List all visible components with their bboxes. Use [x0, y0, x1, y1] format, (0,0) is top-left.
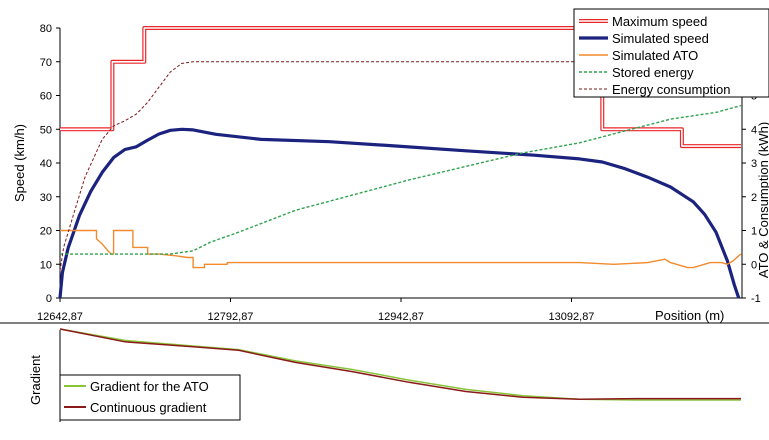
gradient-panel: Gradient Gradient for the ATO Continuous … [28, 328, 741, 422]
y2-tick-label: 2 [751, 192, 757, 204]
series-line-continuous-gradient [59, 328, 741, 401]
legend-label-gradient-for-the-ato: Gradient for the ATO [90, 379, 209, 394]
top-series-group [58, 26, 742, 299]
y-tick-label: 80 [40, 23, 52, 35]
series-line-energy-consumption [59, 61, 741, 272]
y-tick-label: 40 [40, 158, 52, 170]
x-axis-label: Position (m) [655, 308, 724, 323]
bottom-legend: Gradient for the ATO Continuous gradient [59, 374, 241, 421]
top-legend: Maximum speed Simulated speed Simulated AT… [573, 8, 769, 98]
legend-label-maximum-speed: Maximum speed [612, 14, 707, 29]
bottom-series-group [59, 328, 741, 401]
x-tick-label: 13092,87 [549, 311, 595, 323]
y2-tick-label: -1 [751, 293, 761, 305]
y-tick-label: 30 [40, 192, 52, 204]
legend-label-simulated-ato: Simulated ATO [612, 48, 698, 63]
x-tick-label: 12792,87 [208, 311, 254, 323]
bottom-legend-box [59, 374, 241, 421]
top-legend-box [573, 8, 769, 98]
legend-label-stored-energy: Stored energy [612, 65, 694, 80]
legend-label-continuous-gradient: Continuous gradient [90, 400, 207, 415]
y-tick-label: 0 [46, 293, 52, 305]
series-line-inner-maximum-speed [60, 27, 741, 147]
y-tick-label: 70 [40, 57, 52, 69]
legend-label-simulated-speed: Simulated speed [612, 31, 709, 46]
y-tick-label: 20 [40, 226, 52, 238]
series-line-stored-energy [60, 104, 742, 255]
y2-tick-label: 3 [751, 158, 757, 170]
y-tick-label: 50 [40, 124, 52, 136]
y-tick-label: 10 [40, 259, 52, 271]
x-axis-ticks: 12642,87 12792,87 12942,87 13092,87 [37, 298, 594, 323]
series-line-simulated-speed [58, 127, 741, 299]
legend-label-energy-consumption: Energy consumption [612, 82, 731, 97]
y-axis-label: Speed (km/h) [12, 124, 27, 202]
y2-tick-label: 0 [751, 259, 757, 271]
x-tick-label: 12642,87 [37, 311, 83, 323]
y2-axis-label: ATO & Consumption (kWh) [756, 122, 769, 278]
y2-tick-label: 1 [751, 226, 757, 238]
gradient-y-axis-label: Gradient [28, 355, 43, 405]
x-tick-label: 12942,87 [378, 311, 424, 323]
y-tick-label: 60 [40, 91, 52, 103]
y-axis-ticks: 0 10 20 30 40 50 60 70 80 [40, 23, 60, 305]
y2-tick-label: 4 [751, 124, 757, 136]
